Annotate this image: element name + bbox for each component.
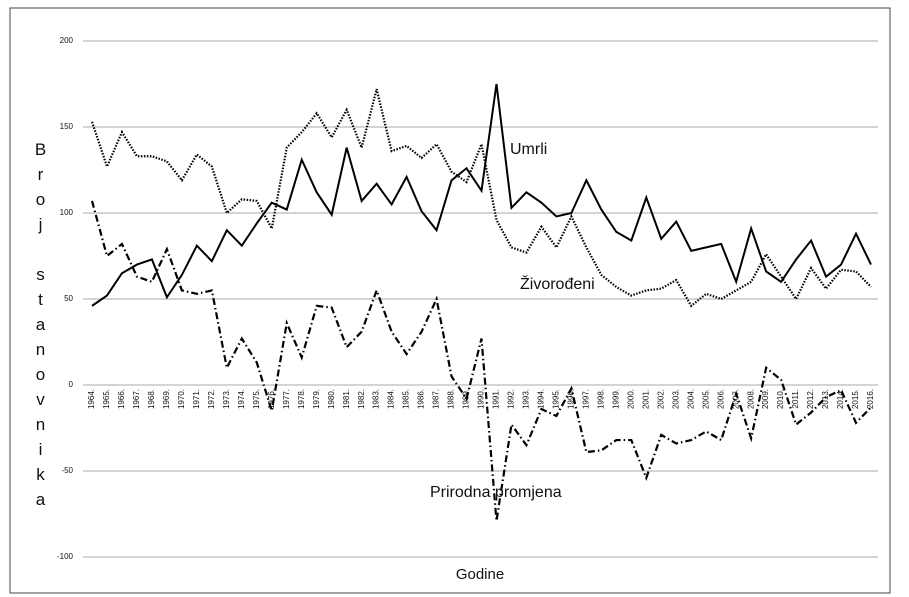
x-tick-label: 1975.: [252, 389, 261, 409]
series-line: [91, 83, 872, 307]
x-tick-label: 1969.: [162, 389, 171, 409]
x-tick-label: 1978.: [297, 389, 306, 409]
x-tick-label: 1970.: [177, 389, 186, 409]
y-tick-label: -100: [57, 552, 74, 561]
x-tick-label: 1964.: [87, 389, 96, 409]
x-tick-label: 1977.: [282, 389, 291, 409]
x-tick-label: 1982.: [357, 389, 366, 409]
x-tick-label: 1994.: [537, 389, 546, 409]
x-tick-label: 1966.: [117, 389, 126, 409]
x-tick-label: 1965.: [102, 389, 111, 409]
x-tick-label: 1995.: [552, 389, 561, 409]
x-tick-label: 2003.: [671, 389, 680, 409]
x-tick-label: 2011.: [791, 389, 800, 408]
x-tick-label: 1984.: [387, 389, 396, 409]
series-label: Prirodna promjena: [430, 484, 562, 501]
x-tick-label: 1991.: [492, 389, 501, 409]
series-line: [90, 88, 872, 308]
x-tick-label: 1988.: [447, 389, 456, 409]
series-label: Umrli: [510, 141, 547, 158]
x-tick-label: 1976.: [267, 389, 276, 409]
x-tick-label: 2010.: [776, 389, 785, 409]
x-tick-label: 1973.: [222, 389, 231, 409]
x-tick-label: 2016.: [866, 389, 875, 409]
x-tick-label: 1972.: [207, 389, 216, 409]
frame: [9, 7, 891, 594]
x-tick-label: 2005.: [701, 389, 710, 409]
x-tick-label: 1999.: [611, 389, 620, 409]
x-tick-label: 2013.: [821, 389, 830, 409]
series-line: [90, 200, 872, 522]
x-tick-label: 2015.: [851, 389, 860, 409]
x-tick-label: 2008.: [746, 389, 755, 409]
x-tick-label: 1979.: [312, 389, 321, 409]
x-tick-label: 1993.: [522, 389, 531, 409]
x-tick-label: 1992.: [507, 389, 516, 409]
y-tick-label: 100: [60, 208, 74, 217]
x-tick-label: 2004.: [686, 389, 695, 409]
y-tick-label: 0: [69, 380, 74, 389]
x-tick-label: 2001.: [641, 389, 650, 409]
x-tick-label: 1974.: [237, 389, 246, 409]
x-tick-label: 1997.: [581, 389, 590, 409]
y-axis-label: Broj stanovnika: [31, 140, 50, 515]
x-tick-label: 2006.: [716, 389, 725, 409]
x-tick-label: 2009.: [761, 389, 770, 409]
x-axis-label: Godine: [456, 566, 504, 583]
x-tick-label: 2002.: [656, 389, 665, 409]
x-tick-label: 2014.: [836, 389, 845, 409]
x-tick-label: 1990.: [477, 389, 486, 409]
x-tick-label: 2000.: [626, 389, 635, 409]
y-tick-label: 50: [64, 294, 73, 303]
y-tick-label: -50: [61, 466, 73, 475]
x-tick-label: 1967.: [132, 389, 141, 409]
x-tick-label: 2012.: [806, 389, 815, 409]
x-tick-label: 1987.: [432, 389, 441, 409]
x-tick-label: 1998.: [596, 389, 605, 409]
x-tick-label: 1971.: [192, 389, 201, 409]
x-tick-label: 1980.: [327, 389, 336, 409]
x-tick-label: 1986.: [417, 389, 426, 409]
x-tick-label: 1996.: [566, 389, 575, 409]
x-tick-label: 1981.: [342, 389, 351, 409]
y-tick-label: 150: [60, 122, 74, 131]
x-tick-label: 1983.: [372, 389, 381, 409]
series-label: Živorođeni: [520, 274, 595, 293]
x-tick-label: 1968.: [147, 389, 156, 409]
x-tick-label: 1985.: [402, 389, 411, 409]
x-tick-label: 2007.: [731, 389, 740, 409]
y-tick-label: 200: [60, 36, 74, 45]
